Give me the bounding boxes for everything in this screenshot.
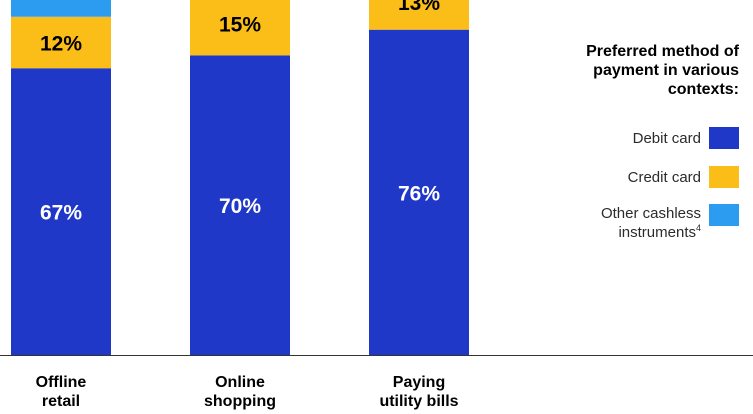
legend-entry-credit-card: Credit card (509, 166, 739, 188)
legend-title: Preferred method of payment in various c… (586, 43, 739, 98)
bar-segment-other-1 (11, 0, 111, 17)
data-label-credit-3: 13% (398, 0, 440, 15)
category-label-line: retail (42, 393, 80, 410)
data-label-credit-2: 15% (219, 13, 261, 36)
bar-segment-debit-3 (369, 29, 469, 355)
bar-segment-debit-1 (11, 68, 111, 355)
bar-segment-credit-3 (369, 0, 469, 30)
category-label-line: shopping (204, 393, 276, 410)
legend-swatch-credit-card (709, 166, 739, 188)
data-label-credit-1: 12% (40, 33, 82, 56)
category-label-2: Online shopping (204, 374, 276, 410)
legend-label-other-cashless: Other cashless instruments4 (561, 204, 701, 242)
legend-footnote-marker: 4 (695, 223, 701, 233)
legend-swatch-other-cashless (709, 204, 739, 226)
legend-entry-debit-card: Debit card (509, 127, 739, 149)
data-label-debit-3: 76% (398, 182, 440, 205)
legend-label-credit-card: Credit card (627, 169, 701, 186)
legend-entry-other-cashless: Other cashless instruments4 (509, 204, 739, 248)
legend-label-other-cashless-text: Other cashless instruments (600, 205, 701, 241)
legend-swatch-debit-card (709, 127, 739, 149)
data-label-other-1: 13% (40, 0, 82, 2)
bar-segment-credit-2 (190, 0, 290, 56)
bar-segment-credit-1 (11, 16, 111, 69)
category-label-line: Offline (36, 374, 87, 391)
category-label-line: Online (215, 374, 265, 391)
category-label-1: Offline retail (36, 374, 87, 410)
category-label-line: utility bills (379, 393, 458, 410)
category-label-3: Paying utility bills (379, 374, 458, 410)
category-label-line: Paying (393, 374, 445, 391)
data-label-debit-1: 67% (40, 202, 82, 225)
data-label-debit-2: 70% (219, 195, 261, 218)
bar-segment-debit-2 (190, 55, 290, 356)
legend-label-debit-card: Debit card (632, 130, 701, 147)
